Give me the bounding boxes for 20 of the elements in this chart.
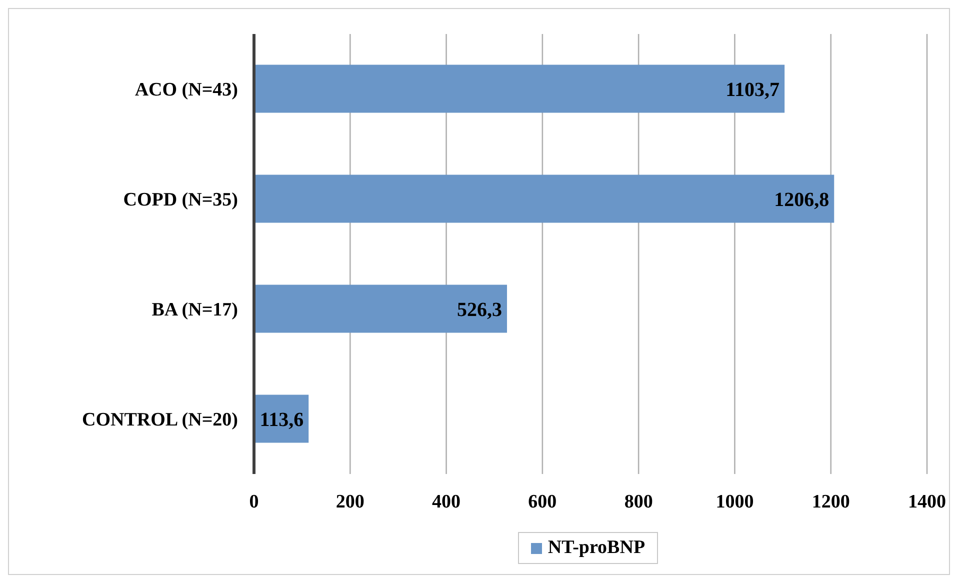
x-tick-label: 600 (528, 491, 557, 512)
x-tick-label: 1400 (908, 491, 946, 512)
x-tick-label: 1000 (716, 491, 754, 512)
y-tick-label: COPD (N=35) (123, 190, 238, 211)
x-tick-label: 400 (432, 491, 461, 512)
y-tick-label: ACO (N=43) (134, 80, 238, 101)
y-tick-label: BA (N=17) (152, 300, 238, 321)
x-tick-label: 200 (336, 491, 364, 512)
bar (254, 174, 834, 223)
y-tick-label: CONTROL (N=20) (82, 410, 238, 431)
data-label: 1103,7 (726, 78, 780, 101)
bar (254, 64, 785, 113)
bar (254, 284, 507, 333)
x-tick-label: 800 (624, 491, 653, 512)
data-label: 526,3 (457, 298, 502, 321)
data-label: 113,6 (260, 408, 304, 431)
x-tick-label: 1200 (812, 491, 850, 512)
x-tick-label: 0 (249, 491, 259, 512)
data-label: 1206,8 (774, 188, 830, 211)
legend-label: NT-proBNP (546, 537, 646, 559)
